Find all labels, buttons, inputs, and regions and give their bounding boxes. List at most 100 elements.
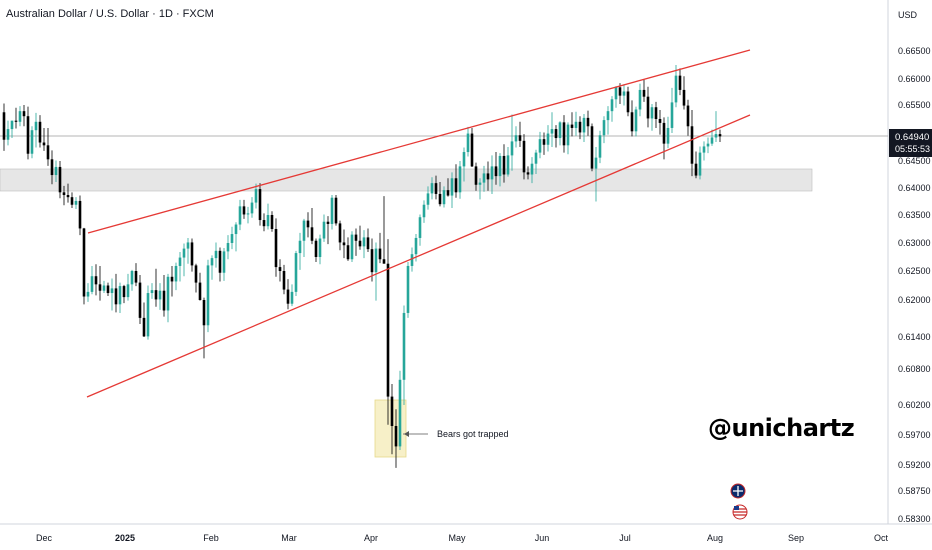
time-axis[interactable]: Dec 2025 Feb Mar Apr May Jun Jul Aug Sep Oct	[36, 533, 889, 543]
candle-up	[402, 312, 406, 380]
candle-up	[90, 276, 94, 292]
candle-up	[350, 234, 354, 260]
candle-down	[258, 189, 262, 221]
candle-down	[554, 129, 558, 139]
candle-down	[98, 284, 102, 291]
candle-up	[302, 220, 306, 241]
candle-up	[166, 276, 170, 311]
candle-down	[682, 89, 686, 106]
candle-up	[54, 166, 58, 176]
candle-down	[678, 75, 682, 90]
price-tick-label: 0.58750	[898, 486, 931, 496]
candle-up	[206, 265, 210, 326]
candle-up	[214, 250, 218, 259]
candle-down	[218, 250, 222, 273]
candle-up	[406, 265, 410, 313]
candle-up	[450, 178, 454, 196]
candle-down	[190, 242, 194, 266]
price-tick-label: 0.58300	[898, 514, 931, 524]
candle-down	[338, 223, 342, 243]
time-tick-label: May	[448, 533, 466, 543]
candle-up	[10, 120, 14, 130]
candle-up	[674, 75, 678, 103]
candle-up	[254, 189, 258, 203]
candle-up	[230, 234, 234, 243]
candle-up	[294, 253, 298, 292]
candle-down	[82, 228, 86, 297]
candle-down	[194, 265, 198, 283]
candle-up	[86, 291, 90, 297]
candle-up	[182, 248, 186, 258]
candle-up	[550, 129, 554, 134]
annotation-arrow-head	[404, 431, 409, 437]
candle-down	[26, 116, 30, 154]
candle-down	[518, 135, 522, 141]
candle-up	[34, 121, 38, 131]
price-tick-label: 0.59200	[898, 460, 931, 470]
candle-up	[462, 152, 466, 167]
usa-flag-icon	[732, 504, 748, 520]
candle-up	[130, 271, 134, 285]
candle-up	[414, 237, 418, 255]
candle-up	[670, 102, 674, 128]
candle-down	[134, 271, 138, 283]
candle-down	[446, 190, 450, 196]
candle-down	[38, 121, 42, 143]
candle-down	[154, 290, 158, 300]
candle-down	[306, 220, 310, 228]
price-tick-label: 0.60200	[898, 400, 931, 410]
candle-up	[490, 166, 494, 180]
candle-up	[362, 237, 366, 247]
candle-up	[150, 290, 154, 294]
candle-down	[198, 282, 202, 300]
candle-down	[494, 166, 498, 177]
time-tick-label: 2025	[115, 533, 135, 543]
candle-up	[614, 87, 618, 100]
candle-down	[434, 183, 438, 194]
price-tick-label: 0.65500	[898, 100, 931, 110]
candle-up	[290, 291, 294, 304]
candle-up	[178, 257, 182, 266]
candle-up	[514, 135, 518, 142]
time-tick-label: Aug	[707, 533, 723, 543]
time-tick-label: Jul	[619, 533, 631, 543]
candle-up	[546, 133, 550, 145]
candle-up	[30, 130, 34, 154]
candle-up	[426, 193, 430, 205]
candle-down	[14, 120, 18, 122]
price-tick-label: 0.61400	[898, 332, 931, 342]
candle-up	[442, 190, 446, 205]
candle-down	[390, 396, 394, 426]
lower-trendline	[86, 114, 751, 398]
candle-up	[714, 134, 718, 138]
candle-down	[114, 288, 118, 305]
candle-down	[346, 245, 350, 260]
candle-up	[602, 120, 606, 136]
candle-down	[58, 166, 62, 193]
candle-up	[558, 122, 562, 139]
candle-up	[534, 152, 538, 164]
candle-up	[186, 242, 190, 249]
time-tick-label: Dec	[36, 533, 53, 543]
candle-down	[522, 140, 526, 173]
candle-down	[2, 112, 6, 140]
candle-down	[262, 220, 266, 227]
candle-up	[466, 133, 470, 153]
price-tick-label: 0.64000	[898, 183, 931, 193]
candle-up	[530, 163, 534, 175]
candle-up	[650, 107, 654, 119]
candle-up	[510, 141, 514, 156]
candle-down	[78, 200, 82, 229]
price-axis[interactable]: 0.66500 0.66000 0.65500 0.64500 0.64000 0.635…	[898, 46, 931, 524]
candle-down	[106, 285, 110, 294]
candle-up	[610, 99, 614, 112]
candle-down	[94, 276, 98, 285]
candle-down	[502, 155, 506, 175]
candle-up	[594, 157, 598, 169]
last-price-value: 0.64940	[895, 132, 929, 143]
candle-up	[146, 293, 150, 337]
australia-flag-icon	[730, 483, 746, 499]
candle-down	[378, 248, 382, 260]
